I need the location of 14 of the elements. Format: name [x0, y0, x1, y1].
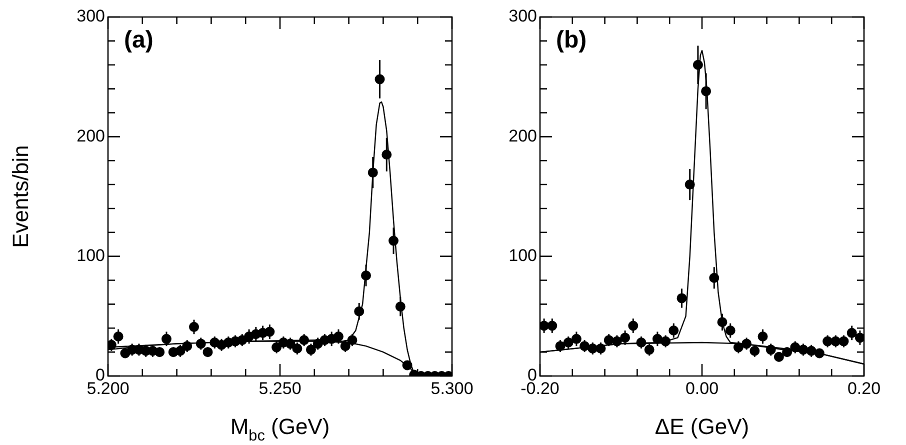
- x-tick-label: 0.00: [685, 378, 719, 398]
- x-tick-label: 0.20: [847, 378, 881, 398]
- y-tick-label: 200: [508, 126, 537, 146]
- annotation: (a): [124, 26, 154, 54]
- x-tick-label: 5.300: [430, 378, 474, 398]
- y-axis-title: Events/bin: [8, 145, 33, 248]
- y-tick-label: 100: [508, 246, 537, 266]
- annotation: (b): [556, 26, 587, 54]
- y-tick-label: 100: [76, 246, 105, 266]
- y-tick-label: 300: [508, 6, 537, 26]
- x-axis-title: ΔE (GeV): [654, 414, 750, 439]
- x-tick-label: 5.250: [258, 378, 302, 398]
- y-tick-label: 200: [76, 126, 105, 146]
- y-tick-label: 300: [76, 6, 105, 26]
